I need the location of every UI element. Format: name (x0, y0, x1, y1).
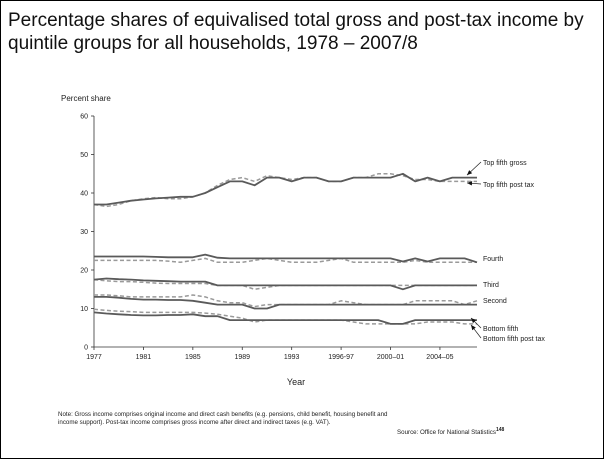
annotation-arrow-head (471, 324, 476, 331)
chart-annotations-layer: Top fifth gross Top fifth post tax Fourth T… (466, 160, 545, 343)
annotation-label: Bottom fifth post tax (483, 336, 545, 343)
x-axis-title: Year (287, 377, 305, 387)
x-tick-label: 2004–05 (426, 354, 453, 361)
series-line-fourth (94, 253, 478, 264)
y-tick-label: 0 (84, 345, 88, 352)
y-tick-label: 60 (80, 114, 88, 121)
chart-source: Source: Office for National Statistics14… (397, 427, 504, 436)
x-tick-label: 1981 (136, 354, 152, 361)
x-tick-label: 1989 (234, 354, 250, 361)
x-tick-label: 1985 (185, 354, 201, 361)
annotation-arrow-head (471, 318, 477, 324)
series-line-bottom-fifth (93, 311, 477, 325)
annotation-label: Fourth (483, 256, 503, 263)
source-text: Source: Office for National Statistics (397, 429, 496, 437)
annotation-label: Second (483, 298, 507, 305)
y-tick-label: 50 (80, 152, 88, 159)
chart-note: Note: Gross income comprises original in… (58, 411, 388, 427)
annotation-arrow-head (467, 181, 473, 186)
x-tick-label: 1977 (86, 354, 102, 361)
annotation-label: Top fifth post tax (483, 182, 534, 189)
chart-series-layer (93, 172, 478, 325)
slide-title: Percentage shares of equivalised total g… (8, 10, 584, 54)
annotation-arrow-head (467, 170, 473, 176)
y-tick-label: 10 (80, 306, 88, 313)
series-line-second (94, 295, 477, 310)
annotation-label: Bottom fifth (483, 326, 519, 333)
series-line-third (93, 277, 477, 291)
y-tick-label: 30 (80, 229, 88, 236)
series-line-second-post-tax (94, 294, 478, 308)
x-tick-label: 1996-97 (328, 354, 354, 361)
y-tick-label: 40 (80, 191, 88, 198)
series-line-top-fifth-gross (94, 172, 477, 206)
series-line-bottom-fifth-post-tax (93, 308, 477, 325)
x-tick-label: 1993 (284, 354, 300, 361)
series-line-fourth-post-tax (94, 257, 477, 264)
y-axis-title: Percent share (61, 94, 111, 103)
x-tick-label: 2000–01 (377, 354, 404, 361)
y-tick-label: 20 (80, 268, 88, 275)
annotation-label: Top fifth gross (483, 160, 527, 167)
annotation-label: Third (483, 282, 499, 289)
source-reference: 148 (495, 427, 505, 433)
chart-axes: 0 10 20 30 40 50 60 1977 1981 1985 1989 1993 1996-97… (61, 94, 477, 387)
